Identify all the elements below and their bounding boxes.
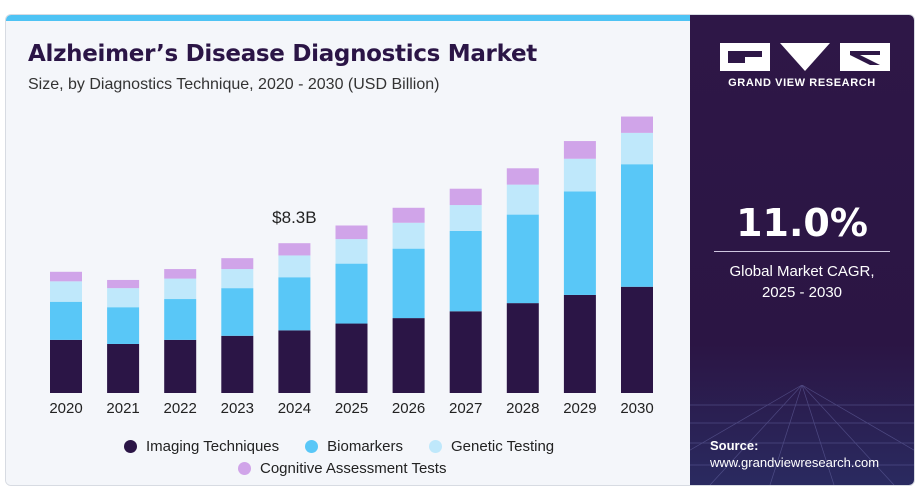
legend-row-2: Cognitive Assessment Tests [238, 460, 472, 477]
bar-segment-2023-biomarkers [221, 288, 254, 336]
chart-subtitle: Size, by Diagnostics Technique, 2020 - 2… [28, 76, 440, 93]
stacked-bar-chart: 2020 2021 2022 2023 2024 $8.3B 2025 2026 2027 202… [49, 116, 654, 417]
bar-segment-2025-cognitive-assessment-tests [335, 225, 368, 240]
legend-item-genetic: Genetic Testing [429, 438, 554, 455]
bar-segment-2025-biomarkers [335, 263, 368, 324]
legend-swatch-biomarkers [305, 440, 319, 453]
bar-segment-2024-cognitive-assessment-tests [278, 243, 311, 256]
accent-bar [6, 15, 690, 21]
x-tick-label-2026: 2026 [392, 400, 425, 417]
bar-segment-2021-cognitive-assessment-tests [107, 279, 140, 289]
bar-segment-2029-genetic-testing [563, 158, 596, 192]
bar-segment-2022-genetic-testing [164, 278, 197, 300]
bar-segment-2020-imaging-techniques [50, 339, 82, 393]
bar-segment-2022-biomarkers [164, 299, 197, 340]
bar-segment-2023-genetic-testing [221, 269, 254, 289]
data-label-2024: $8.3B [272, 208, 316, 227]
x-tick-label-2029: 2029 [563, 400, 596, 417]
bar-segment-2030-biomarkers [621, 164, 653, 287]
bar-segment-2029-cognitive-assessment-tests [563, 141, 596, 159]
x-tick-label-2030: 2030 [620, 400, 653, 417]
x-tick-label-2021: 2021 [106, 400, 139, 417]
cagr-label-line1: Global Market CAGR, [729, 263, 875, 280]
bar-segment-2023-cognitive-assessment-tests [221, 258, 254, 270]
x-tick-label-2020: 2020 [49, 400, 82, 417]
bar-segment-2025-genetic-testing [335, 239, 368, 264]
x-tick-label-2027: 2027 [449, 400, 482, 417]
cagr-label-line2: 2025 - 2030 [761, 284, 843, 301]
bar-segment-2029-imaging-techniques [563, 294, 596, 393]
legend-label-biomarkers: Biomarkers [327, 438, 404, 455]
bar-segment-2020-cognitive-assessment-tests [50, 271, 82, 282]
bar-segment-2022-cognitive-assessment-tests [164, 269, 197, 279]
bar-segment-2028-genetic-testing [506, 184, 539, 215]
x-tick-label-2022: 2022 [164, 400, 197, 417]
bar-segment-2020-biomarkers [50, 301, 82, 340]
legend-label-imaging: Imaging Techniques [146, 438, 280, 455]
bar-segment-2026-genetic-testing [392, 222, 425, 249]
legend-item-biomarkers: Biomarkers [305, 438, 403, 455]
bar-segment-2026-biomarkers [392, 248, 425, 319]
source-label: Source: [710, 438, 759, 453]
bar-segment-2024-genetic-testing [278, 255, 311, 278]
sidebar-panel: GRAND VIEW RESEARCH 11.0% Global Market … [690, 15, 914, 485]
bar-segment-2026-imaging-techniques [392, 318, 425, 393]
infographic-card: Alzheimer’s Disease Diagnostics Market S… [5, 14, 915, 486]
bar-segment-2023-imaging-techniques [221, 335, 254, 393]
bar-segment-2028-cognitive-assessment-tests [506, 168, 539, 185]
bar-segment-2021-genetic-testing [107, 288, 140, 308]
cagr-divider [714, 251, 890, 252]
bar-segment-2026-cognitive-assessment-tests [392, 207, 425, 223]
bar-segment-2027-cognitive-assessment-tests [449, 188, 482, 206]
legend-swatch-cognitive [238, 462, 251, 475]
bar-segment-2030-imaging-techniques [621, 286, 653, 393]
bar-segment-2022-imaging-techniques [164, 339, 197, 393]
x-tick-label-2023: 2023 [221, 400, 254, 417]
x-tick-label-2025: 2025 [335, 400, 368, 417]
bar-segment-2021-biomarkers [107, 307, 140, 344]
bar-segment-2020-genetic-testing [50, 281, 82, 302]
bar-segment-2029-biomarkers [563, 191, 596, 295]
x-tick-label-2028: 2028 [506, 400, 539, 417]
legend-item-cognitive: Cognitive Assessment Tests [238, 460, 446, 477]
grand-view-research-logo [720, 43, 890, 71]
bar-segment-2024-imaging-techniques [278, 330, 311, 393]
legend-swatch-imaging [124, 440, 137, 453]
brand-name: GRAND VIEW RESEARCH [728, 77, 876, 89]
legend-label-genetic: Genetic Testing [451, 438, 555, 455]
bar-segment-2027-imaging-techniques [449, 311, 482, 393]
bar-segment-2028-imaging-techniques [506, 303, 539, 393]
bar-segment-2030-cognitive-assessment-tests [621, 116, 653, 133]
cagr-value: 11.0% [736, 201, 868, 245]
bar-segment-2028-biomarkers [506, 214, 539, 304]
legend-swatch-genetic [429, 440, 443, 453]
bar-segment-2025-imaging-techniques [335, 323, 368, 393]
bar-segment-2024-biomarkers [278, 277, 311, 331]
cagr-label: Global Market CAGR, 2025 - 2030 [690, 261, 914, 303]
legend-row-1: Imaging Techniques Biomarkers Genetic Te… [124, 438, 580, 455]
chart-panel: Alzheimer’s Disease Diagnostics Market S… [6, 21, 690, 485]
legend-label-cognitive: Cognitive Assessment Tests [260, 460, 447, 477]
source-note: Source: www.grandviewresearch.com [710, 437, 879, 471]
source-url[interactable]: www.grandviewresearch.com [710, 455, 880, 470]
bar-segment-2027-biomarkers [449, 230, 482, 312]
x-tick-label-2024: 2024 [278, 400, 311, 417]
chart-title: Alzheimer’s Disease Diagnostics Market [28, 41, 537, 67]
bar-segment-2030-genetic-testing [621, 132, 653, 165]
legend-item-imaging: Imaging Techniques [124, 438, 279, 455]
grid-decoration [690, 385, 914, 485]
bar-segment-2027-genetic-testing [449, 205, 482, 231]
bar-segment-2021-imaging-techniques [107, 343, 140, 393]
